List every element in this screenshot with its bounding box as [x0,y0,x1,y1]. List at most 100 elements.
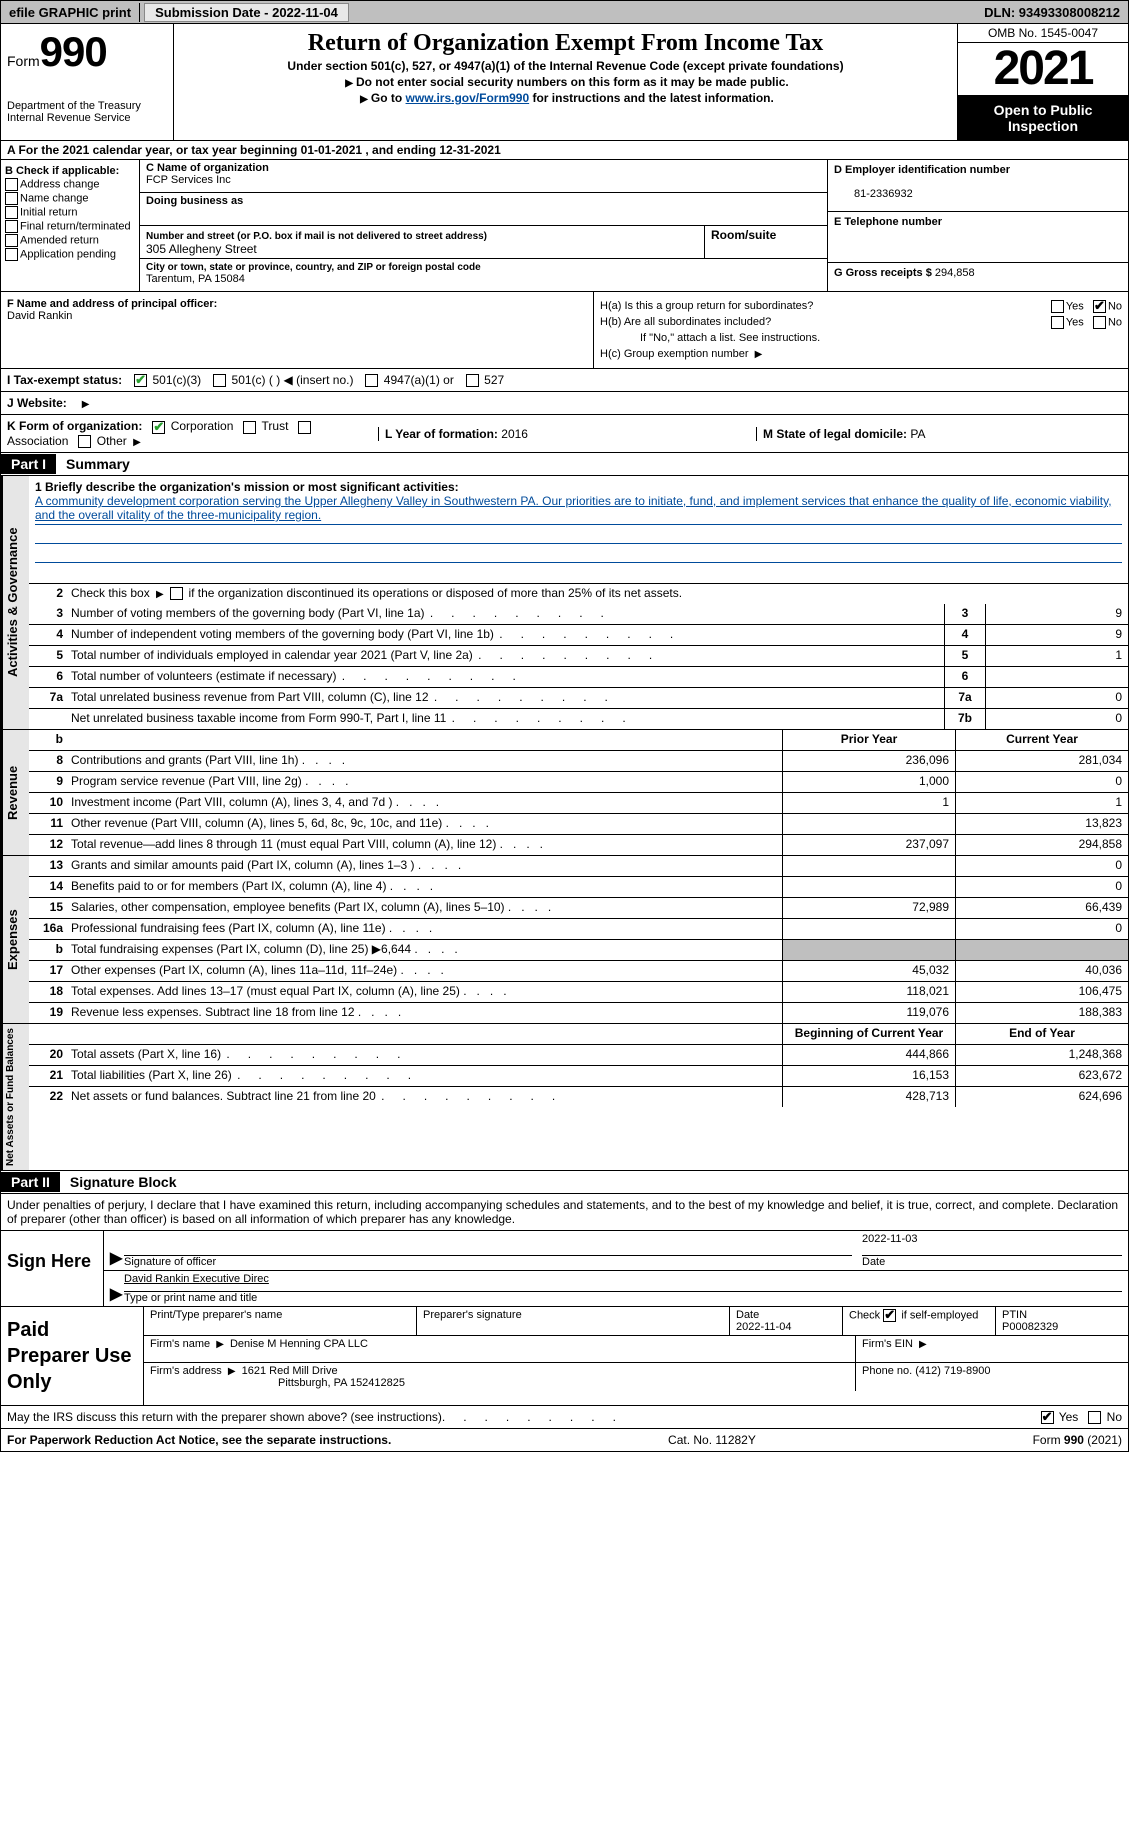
header-right: OMB No. 1545-0047 2021 Open to Public In… [958,24,1128,140]
efile-label: efile GRAPHIC print [1,3,140,22]
side-netassets: Net Assets or Fund Balances [1,1024,29,1170]
org-name: FCP Services Inc [146,174,231,186]
line-box: 5 [944,646,985,666]
cb-address-change[interactable] [5,178,18,191]
prior-val: 428,713 [782,1087,955,1107]
line1-label: 1 Briefly describe the organization's mi… [35,480,459,494]
row-a-tax-year: A For the 2021 calendar year, or tax yea… [0,141,1129,160]
table-row: 15 Salaries, other compensation, employe… [29,898,1128,919]
curr-val: 0 [955,919,1128,939]
cb-corporation[interactable] [152,421,165,434]
firm-name-label: Firm's name [150,1338,213,1350]
ein-label: D Employer identification number [834,164,1010,176]
website-row: J Website: [0,392,1129,415]
table-row: 19 Revenue less expenses. Subtract line … [29,1003,1128,1023]
discuss-row: May the IRS discuss this return with the… [0,1406,1129,1429]
room-label: Room/suite [711,228,776,242]
tax-status-row: I Tax-exempt status: 501(c)(3) 501(c) ( … [0,369,1129,392]
table-row: 9 Program service revenue (Part VIII, li… [29,772,1128,793]
officer-name: David Rankin [7,310,72,322]
table-row: 11 Other revenue (Part VIII, column (A),… [29,814,1128,835]
subtitle-1: Under section 501(c), 527, or 4947(a)(1)… [182,59,949,73]
cb-application-pending[interactable] [5,248,18,261]
cb-501c3[interactable] [134,374,147,387]
subtitle-2: Do not enter social security numbers on … [182,75,949,89]
footer-mid: Cat. No. 11282Y [668,1433,756,1447]
side-revenue: Revenue [1,730,29,855]
table-row: 6 Total number of volunteers (estimate i… [29,667,1128,688]
table-row: 4 Number of independent voting members o… [29,625,1128,646]
sig-officer-label: Signature of officer [124,1256,216,1268]
curr-val: 13,823 [955,814,1128,834]
submission-date-button[interactable]: Submission Date - 2022-11-04 [144,3,349,22]
h-a-label: H(a) Is this a group return for subordin… [600,300,813,312]
cb-line2[interactable] [170,587,183,600]
cb-final-return[interactable] [5,220,18,233]
sig-name: David Rankin Executive Direc [124,1273,269,1285]
prior-val: 444,866 [782,1045,955,1065]
table-row: 12 Total revenue—add lines 8 through 11 … [29,835,1128,855]
cb-amended-return[interactable] [5,234,18,247]
cb-ha-yes[interactable] [1051,300,1064,313]
irs-link[interactable]: www.irs.gov/Form990 [406,91,530,105]
part-1-label: Part I [1,454,56,474]
side-expenses: Expenses [1,856,29,1023]
cb-discuss-no[interactable] [1088,1411,1101,1424]
line-val [985,667,1128,687]
rev-header: b Prior Year Current Year [29,730,1128,751]
prior-val: 119,076 [782,1003,955,1023]
cb-association[interactable] [298,421,311,434]
sign-here-label: Sign Here [1,1231,104,1306]
cb-initial-return[interactable] [5,206,18,219]
cb-discuss-yes[interactable] [1041,1411,1054,1424]
line-val: 9 [985,604,1128,624]
curr-val: 106,475 [955,982,1128,1002]
cb-ha-no[interactable] [1093,300,1106,313]
col-f-officer: F Name and address of principal officer:… [1,292,594,368]
prep-date: 2022-11-04 [736,1321,791,1333]
l-label: L Year of formation: [385,427,498,441]
part-1-title: Summary [66,456,130,472]
line-val: 0 [985,709,1128,729]
prior-val: 72,989 [782,898,955,918]
firm-phone-label: Phone no. [862,1365,912,1377]
col-h: H(a) Is this a group return for subordin… [594,292,1128,368]
col-de: D Employer identification number 81-2336… [827,160,1128,291]
ein-value: 81-2336932 [854,188,913,200]
line-val: 1 [985,646,1128,666]
col-c-org-info: C Name of organization FCP Services Inc … [140,160,827,291]
cb-hb-yes[interactable] [1051,316,1064,329]
ptin-value: P00082329 [1002,1321,1058,1333]
prior-val: 45,032 [782,961,955,981]
cb-other[interactable] [78,435,91,448]
table-row: 20 Total assets (Part X, line 16) 444,86… [29,1045,1128,1066]
prior-val: 236,096 [782,751,955,771]
cb-self-employed[interactable] [883,1309,896,1322]
part-2-label: Part II [1,1172,60,1192]
table-row: b Total fundraising expenses (Part IX, c… [29,940,1128,961]
section-revenue: Revenue b Prior Year Current Year 8 Cont… [0,730,1129,856]
h-c-label: H(c) Group exemption number [600,348,749,360]
cb-hb-no[interactable] [1093,316,1106,329]
prior-val: 16,153 [782,1066,955,1086]
footer-right: Form 990 (2021) [1033,1433,1122,1447]
firm-name: Denise M Henning CPA LLC [230,1338,368,1350]
perjury-text: Under penalties of perjury, I declare th… [0,1194,1129,1231]
cb-4947[interactable] [365,374,378,387]
city-label: City or town, state or province, country… [146,262,481,273]
line-desc: Net unrelated business taxable income fr… [67,709,944,729]
arrow-icon: ▶ [110,1248,124,1268]
city-value: Tarentum, PA 15084 [146,273,245,285]
cb-527[interactable] [466,374,479,387]
website-label: J Website: [7,396,67,410]
line-desc: Other expenses (Part IX, column (A), lin… [67,961,782,981]
curr-val: 294,858 [955,835,1128,855]
part-2-header: Part II Signature Block [0,1171,1129,1194]
header-left: Form990 Department of the Treasury Inter… [1,24,174,140]
line-desc: Benefits paid to or for members (Part IX… [67,877,782,897]
cb-name-change[interactable] [5,192,18,205]
cb-trust[interactable] [243,421,256,434]
table-row: 13 Grants and similar amounts paid (Part… [29,856,1128,877]
table-row: Net unrelated business taxable income fr… [29,709,1128,729]
cb-501c[interactable] [213,374,226,387]
